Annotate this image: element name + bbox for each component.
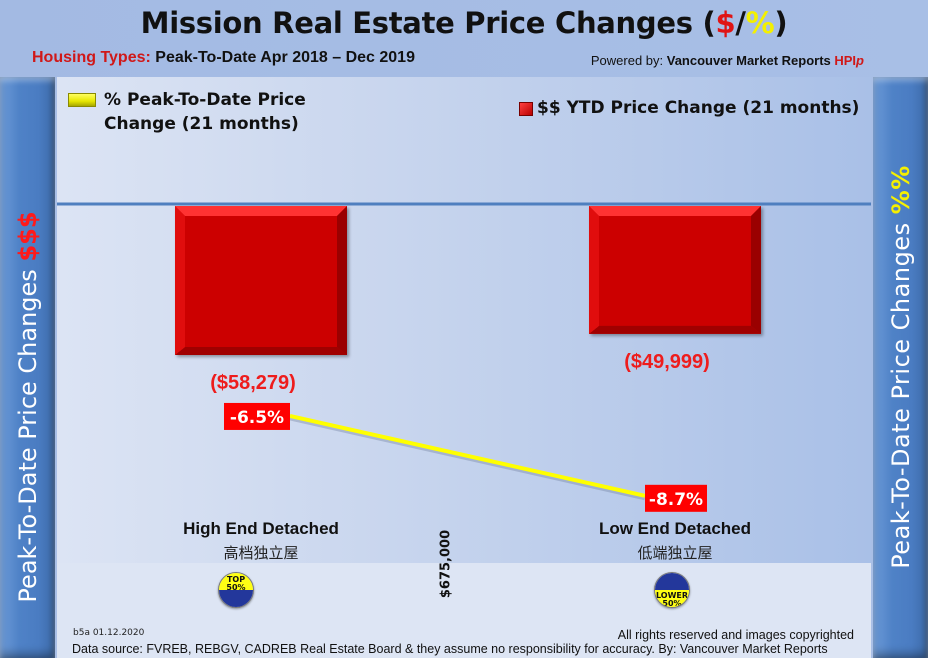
bar-bevel-bottom bbox=[175, 347, 347, 355]
copyright-note: All rights reserved and images copyright… bbox=[617, 628, 854, 642]
bar-bevel-right bbox=[337, 206, 347, 355]
right-axis-panel: Peak-To-Date Price Changes %% bbox=[873, 77, 928, 658]
legend-swatch-pct bbox=[68, 93, 96, 107]
legend-item-pct: % Peak-To-Date Price Change (21 months) bbox=[104, 90, 306, 134]
category-low-end: Low End Detached 低端独立屋 bbox=[555, 519, 795, 563]
category-label-zh: 高档独立屋 bbox=[223, 544, 299, 562]
bar-bevel-right bbox=[751, 206, 761, 334]
bar-bevel-bottom bbox=[589, 325, 761, 334]
category-label: Low End Detached bbox=[598, 519, 752, 538]
left-axis-panel: Peak-To-Date Price Changes $$$ bbox=[0, 77, 55, 658]
chart-subtitle: Housing Types: Peak-To-Date Apr 2018 – D… bbox=[32, 49, 415, 66]
bar-value-label: ($49,999) bbox=[624, 351, 710, 373]
category-high-end: High End Detached 高档独立屋 bbox=[141, 519, 381, 563]
category-label: High End Detached bbox=[183, 519, 339, 538]
header: Mission Real Estate Price Changes ($/%) … bbox=[0, 0, 928, 77]
category-label-zh: 低端独立屋 bbox=[637, 544, 713, 562]
pct-value-label: -8.7% bbox=[649, 490, 703, 510]
bar-value-label: ($58,279) bbox=[210, 372, 296, 394]
bar-bevel-top bbox=[175, 206, 347, 216]
bar-bevel-left bbox=[589, 206, 599, 334]
pct-label-box bbox=[645, 484, 707, 512]
bar-body bbox=[175, 206, 347, 355]
lower-50-badge-icon: LOWER 50% bbox=[654, 572, 690, 608]
legend-swatch-usd bbox=[519, 102, 533, 116]
badge-text: LOWER 50% bbox=[655, 591, 689, 608]
divider-price-label: $675,000 bbox=[438, 529, 454, 599]
report-id: b5a 01.12.2020 bbox=[73, 628, 145, 638]
bar-bevel-left bbox=[175, 206, 185, 355]
badge-text: TOP 50% bbox=[226, 575, 246, 592]
legend-item-usd: $$ YTD Price Change (21 months) bbox=[537, 98, 860, 118]
pct-series-line bbox=[289, 413, 646, 498]
powered-by: Powered by: Vancouver Market Reports HPI… bbox=[590, 53, 864, 68]
bar-1 bbox=[175, 206, 347, 355]
bar-bevel-top bbox=[589, 206, 761, 216]
category-strip bbox=[57, 563, 871, 658]
bar-2 bbox=[589, 206, 761, 334]
pct-value-label: -6.5% bbox=[230, 408, 284, 428]
chart-title: Mission Real Estate Price Changes ($/%) bbox=[140, 6, 788, 40]
top-50-badge-icon: TOP 50% bbox=[218, 572, 254, 608]
data-source-note: Data source: FVREB, REBGV, CADREB Real E… bbox=[72, 642, 828, 656]
bar-body bbox=[589, 206, 761, 334]
pct-label-box bbox=[224, 402, 290, 430]
